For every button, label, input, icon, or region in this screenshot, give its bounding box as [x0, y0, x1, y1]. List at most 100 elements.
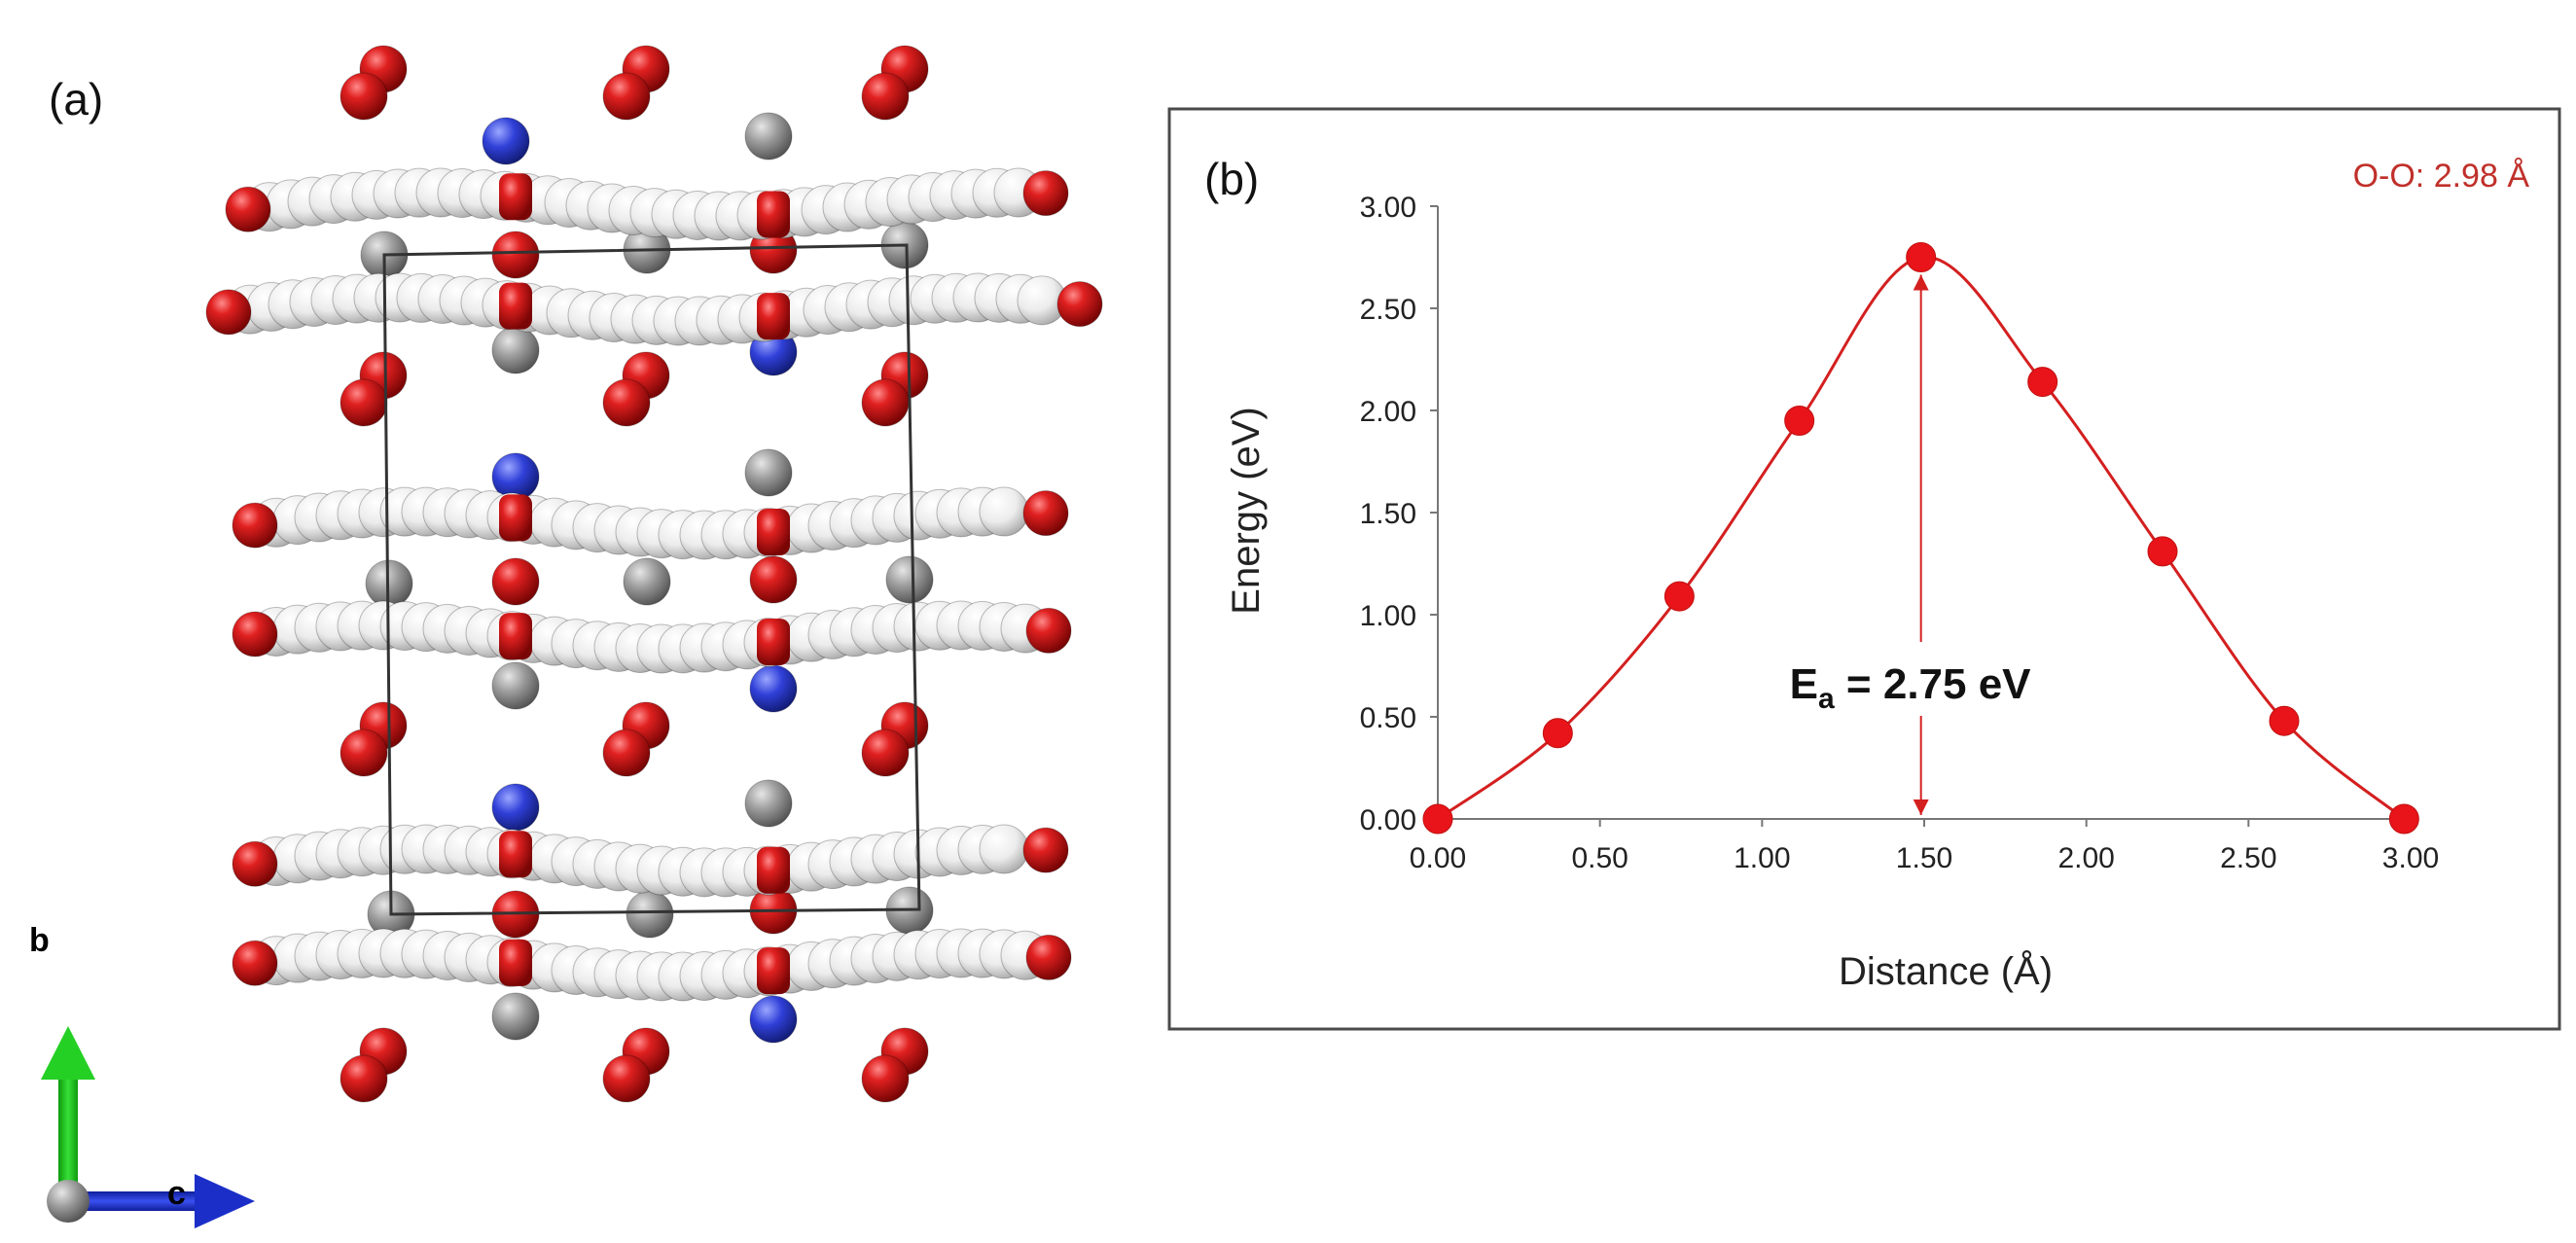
lower-chain-1-oxygen-atom — [205, 289, 252, 336]
data-point — [2269, 705, 2300, 736]
barrier-arrow-head-top — [1913, 274, 1929, 291]
metal-ion-atom — [744, 448, 793, 497]
lower-chain-1-oxygen-atom — [757, 293, 790, 340]
data-point — [2027, 367, 2058, 398]
lower-chain-2-oxygen-atom — [1025, 607, 1072, 654]
upper-chain-1-oxygen-atom — [499, 173, 532, 221]
x-tick-label: 0.50 — [1571, 842, 1628, 874]
y-tick-label: 0.50 — [1360, 702, 1416, 734]
upper-chain-3-oxygen-atom — [757, 846, 790, 894]
barrier-arrow-layer: Ea = 2.75 eV — [1774, 274, 2067, 815]
data-point — [1542, 718, 1573, 749]
crystal-structure-panel: (a) b c — [0, 0, 1128, 1238]
upper-chain-3-oxygen-atom — [499, 831, 532, 878]
y-tick-label: 1.50 — [1360, 498, 1416, 530]
x-tick-label: 1.00 — [1734, 842, 1790, 874]
lower-chain-2-oxygen-atom — [232, 611, 278, 657]
y-tick-label: 1.00 — [1360, 600, 1416, 632]
oxygen-atom — [749, 555, 798, 604]
x-tick-label: 0.00 — [1410, 842, 1466, 874]
metal-ion-atom — [626, 890, 674, 939]
y-tick-label: 2.00 — [1360, 396, 1416, 428]
lower-chain-1-oxygen-atom — [499, 282, 532, 330]
upper-chain-2-oxygen-atom — [1022, 490, 1069, 537]
metal-ion-atom — [491, 326, 540, 374]
data-point — [1906, 242, 1937, 272]
upper-chain-1-oxygen-atom — [225, 186, 271, 232]
data-point — [2147, 536, 2178, 567]
lower-chain-3-oxygen-atom — [757, 947, 790, 995]
oxygen-dimer-atom — [602, 378, 651, 427]
upper-chain-3-oxygen-atom — [232, 840, 278, 887]
metal-ion-atom — [491, 992, 540, 1041]
energy-barrier-chart: (b) O-O: 2.98 Å 0.00 0.50 1.00 1.50 2.00 2.50… — [1167, 107, 2561, 1031]
oxygen-dimer-atom — [861, 1054, 910, 1103]
axis-gizmo — [41, 1026, 255, 1228]
oxygen-dimer-atom — [861, 378, 910, 427]
oxygen-dimer-atom — [340, 728, 388, 777]
b-axis-arrow-head — [41, 1026, 95, 1080]
metal-ion-atom — [744, 779, 793, 828]
chart-frame — [1167, 107, 2561, 1031]
axis-origin-atom — [47, 1180, 89, 1223]
activation-energy-subscript: a — [1818, 683, 1835, 715]
data-point — [1422, 803, 1453, 835]
y-tick-label: 2.50 — [1360, 294, 1416, 326]
oxygen-atom — [491, 557, 540, 606]
oxygen-dimer-atom — [602, 72, 651, 121]
x-tick-label: 3.00 — [2382, 842, 2439, 874]
unit-cell-edge — [382, 243, 921, 916]
activation-energy-label: Ea = 2.75 eV — [1790, 660, 2032, 715]
c-axis-label: c — [167, 1175, 186, 1212]
metal-ion-atom — [744, 112, 793, 160]
oxygen-atom — [491, 231, 540, 279]
data-point — [1784, 406, 1815, 436]
upper-chain-2-oxygen-atom — [757, 508, 790, 555]
unit-cell-outline — [382, 243, 921, 916]
atom-layer — [205, 45, 1103, 1103]
data-point — [1664, 581, 1695, 612]
lower-chain-2-oxygen-atom — [499, 613, 532, 660]
metal-ion-atom — [623, 557, 671, 606]
tick-labels-layer: 0.00 0.50 1.00 1.50 2.00 2.50 3.00 0.00 0.50 1.00… — [1360, 192, 2440, 874]
upper-chain-1-oxygen-atom — [757, 191, 790, 238]
c-axis-arrow-shaft — [73, 1191, 199, 1211]
upper-chain-2-white-atom — [979, 486, 1029, 537]
metal-ion-atom — [885, 555, 934, 604]
oxygen-dimer-atom — [340, 378, 388, 427]
metal-ion-atom — [749, 664, 798, 713]
oxygen-dimer-atom — [602, 728, 651, 777]
oxygen-dimer-atom — [340, 1054, 388, 1103]
activation-energy-value: = 2.75 eV — [1835, 660, 2031, 708]
upper-chain-3-white-atom — [979, 824, 1029, 874]
lower-chain-3-oxygen-atom — [232, 940, 278, 986]
x-tick-label: 2.50 — [2220, 842, 2276, 874]
x-tick-label: 2.00 — [2057, 842, 2114, 874]
upper-chain-2-oxygen-atom — [232, 502, 278, 549]
metal-ion-atom — [482, 117, 530, 165]
panel-a-label: (a) — [49, 74, 103, 124]
x-tick-label: 1.50 — [1896, 842, 1952, 874]
lower-chain-3-oxygen-atom — [1025, 934, 1072, 980]
metal-ion-atom — [491, 661, 540, 710]
panel-b-label: (b) — [1204, 154, 1259, 204]
y-tick-label: 3.00 — [1360, 192, 1416, 224]
activation-energy-symbol: E — [1790, 660, 1818, 708]
crystal-structure-figure: (a) b c — [29, 45, 1103, 1228]
upper-chain-1-oxygen-atom — [1022, 170, 1069, 217]
lower-chain-1-oxygen-atom — [1056, 281, 1103, 328]
b-axis-label: b — [29, 922, 50, 959]
y-tick-label: 0.00 — [1360, 804, 1416, 836]
b-axis-arrow-shaft — [58, 1075, 78, 1201]
x-axis-title: Distance (Å) — [1839, 949, 2053, 993]
barrier-arrow-head-bottom — [1913, 799, 1929, 815]
metal-ion-atom — [491, 783, 540, 832]
y-axis-title: Energy (eV) — [1225, 407, 1268, 614]
upper-chain-2-oxygen-atom — [499, 494, 532, 542]
lower-chain-2-oxygen-atom — [757, 618, 790, 665]
c-axis-arrow-head — [195, 1174, 255, 1228]
energy-chart-panel: (b) O-O: 2.98 Å 0.00 0.50 1.00 1.50 2.00 2.50… — [1167, 0, 2576, 1050]
data-points-layer — [1422, 242, 2419, 835]
lower-chain-3-oxygen-atom — [499, 939, 532, 986]
data-point — [2388, 803, 2419, 835]
